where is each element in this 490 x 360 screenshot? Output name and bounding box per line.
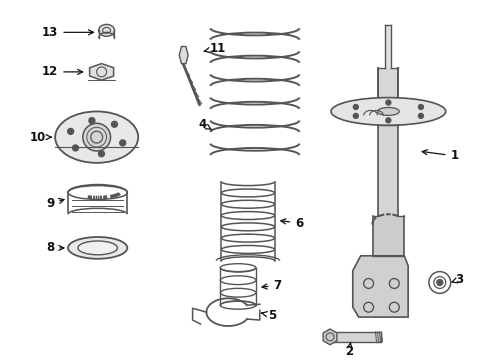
Polygon shape (90, 64, 114, 80)
Circle shape (89, 118, 95, 123)
Circle shape (112, 121, 118, 127)
Circle shape (386, 118, 391, 123)
FancyBboxPatch shape (378, 125, 398, 216)
Text: 10: 10 (29, 131, 51, 144)
Circle shape (73, 145, 78, 151)
Ellipse shape (55, 112, 138, 163)
Circle shape (386, 100, 391, 105)
Text: 1: 1 (422, 149, 459, 162)
Ellipse shape (78, 241, 118, 255)
Circle shape (83, 123, 111, 151)
Ellipse shape (331, 98, 446, 125)
FancyBboxPatch shape (326, 332, 381, 342)
Circle shape (98, 151, 104, 157)
Text: 9: 9 (46, 197, 64, 210)
Text: 13: 13 (42, 26, 94, 39)
Text: 2: 2 (345, 342, 353, 358)
Circle shape (418, 113, 423, 118)
FancyBboxPatch shape (378, 68, 398, 102)
Circle shape (120, 140, 125, 146)
Text: 7: 7 (262, 279, 282, 292)
Circle shape (68, 129, 74, 134)
Ellipse shape (377, 108, 399, 116)
Text: 5: 5 (262, 309, 276, 321)
Circle shape (418, 104, 423, 109)
FancyBboxPatch shape (372, 216, 404, 256)
Ellipse shape (68, 237, 127, 259)
Text: 8: 8 (46, 242, 64, 255)
Circle shape (437, 279, 443, 285)
Polygon shape (323, 329, 337, 345)
Circle shape (353, 104, 358, 109)
Polygon shape (179, 46, 188, 64)
FancyBboxPatch shape (386, 26, 392, 68)
Text: 11: 11 (204, 42, 226, 55)
Text: 12: 12 (42, 66, 83, 78)
Text: 4: 4 (198, 118, 212, 131)
Text: 6: 6 (281, 217, 303, 230)
Ellipse shape (98, 24, 115, 36)
Polygon shape (353, 256, 408, 317)
Circle shape (353, 113, 358, 118)
Text: 3: 3 (452, 273, 464, 286)
